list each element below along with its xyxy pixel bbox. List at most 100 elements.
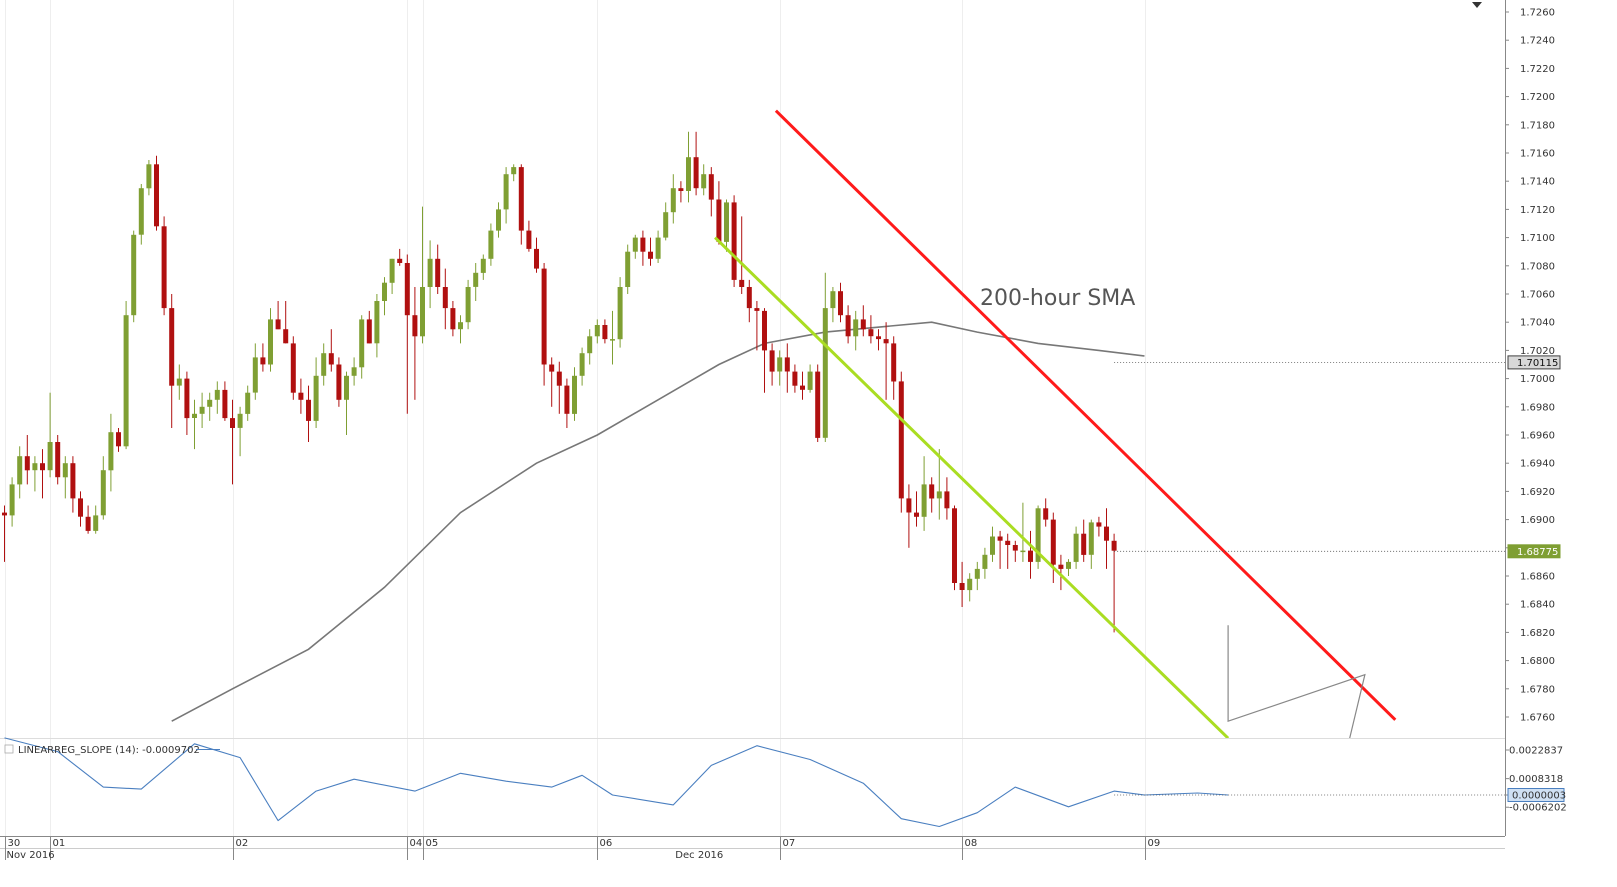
candle [921, 456, 927, 531]
candle [442, 268, 448, 330]
candle-body [1111, 540, 1117, 551]
y-tick-label: 1.7060 [1520, 290, 1555, 301]
candle [952, 505, 957, 591]
candle-body [1088, 522, 1094, 555]
y-tick-label: 1.7200 [1520, 92, 1555, 103]
candle [549, 357, 555, 407]
candle-body [78, 498, 83, 517]
candle-body [921, 484, 927, 517]
candle-body [853, 319, 859, 337]
y-tick-label: 1.7040 [1520, 318, 1555, 329]
candle-body [777, 357, 783, 372]
candle-body [739, 279, 745, 287]
candle [1028, 530, 1033, 579]
candle-body [473, 272, 479, 287]
candle [594, 319, 600, 344]
candle-body [382, 282, 387, 301]
candle-body [237, 413, 243, 428]
x-tick-label: 08 [965, 838, 978, 849]
candle [176, 364, 182, 400]
candle [496, 202, 501, 238]
candle [1081, 519, 1087, 562]
candle [420, 206, 425, 344]
candle-body [70, 463, 76, 499]
candle-body [518, 167, 524, 231]
candle-body [541, 268, 547, 365]
candle-body [374, 301, 380, 344]
candle-body [32, 463, 38, 471]
candle [473, 263, 479, 301]
candle-body [351, 367, 357, 376]
candle [306, 385, 311, 442]
candle [990, 526, 995, 562]
candle-body [693, 157, 699, 189]
candle [55, 435, 61, 485]
candle [670, 174, 676, 224]
candle-body [154, 164, 159, 227]
candle [883, 322, 889, 400]
price-value-badge-label: 1.68775 [1517, 547, 1558, 558]
candle-body [534, 248, 539, 269]
candle [830, 287, 836, 323]
y-tick-label: 1.7000 [1520, 374, 1555, 385]
candle [739, 216, 745, 294]
candle [450, 301, 456, 337]
y-tick-label: 1.7080 [1520, 261, 1555, 272]
candle [1066, 559, 1071, 576]
candle-body [214, 389, 220, 400]
candle [268, 308, 273, 372]
candle [944, 477, 950, 520]
candle [321, 343, 327, 386]
y-tick-label: 1.7220 [1520, 64, 1555, 75]
candle [1111, 533, 1117, 633]
candle [184, 371, 190, 435]
x-tick-label: 01 [53, 838, 66, 849]
candle-body [959, 583, 965, 590]
candle-body [184, 378, 190, 419]
candle-body [275, 319, 281, 330]
y-tick-label: 1.7140 [1520, 177, 1555, 188]
candle-body [458, 322, 463, 330]
candle [123, 301, 129, 450]
candle-body [868, 329, 874, 337]
candle [344, 371, 349, 435]
candle [511, 164, 517, 182]
candle [192, 399, 197, 450]
x-tick-label: 02 [236, 838, 249, 849]
candle-body [1073, 533, 1079, 562]
sma-annotation: 200-hour SMA [980, 286, 1135, 311]
x-tick-label: 06 [600, 838, 613, 849]
candle [169, 294, 175, 428]
candle-body [822, 308, 828, 438]
candle [853, 310, 859, 351]
candle [275, 301, 281, 330]
candle [655, 230, 661, 263]
y-tick-label: 1.7120 [1520, 205, 1555, 216]
candle-body [936, 491, 942, 499]
candle-body [85, 516, 91, 531]
candle-body [1096, 522, 1102, 527]
sma-layer [171, 321, 1145, 722]
candle-body [427, 258, 433, 287]
candle [769, 343, 775, 386]
candle-body [617, 287, 623, 340]
candle-body [838, 291, 843, 316]
candle [556, 361, 562, 414]
candle-body [55, 442, 61, 478]
candle [974, 561, 980, 591]
candle [541, 263, 547, 386]
candle-body [746, 287, 752, 309]
candle-body [807, 371, 813, 390]
indicator-tick-label: 0.0008318 [1509, 774, 1563, 785]
y-tick-label: 1.6760 [1520, 713, 1555, 724]
candle-body [366, 319, 372, 344]
candle [716, 181, 722, 245]
candle [891, 336, 897, 400]
indicator-value-badge-label: 0.0000003 [1512, 791, 1566, 802]
candle-body [17, 456, 23, 485]
candle [503, 167, 509, 224]
chevron-down-icon[interactable] [1472, 2, 1482, 8]
legend-checkbox-icon[interactable] [4, 744, 14, 754]
indicator-line [4, 737, 1229, 828]
candle-body [306, 399, 311, 421]
